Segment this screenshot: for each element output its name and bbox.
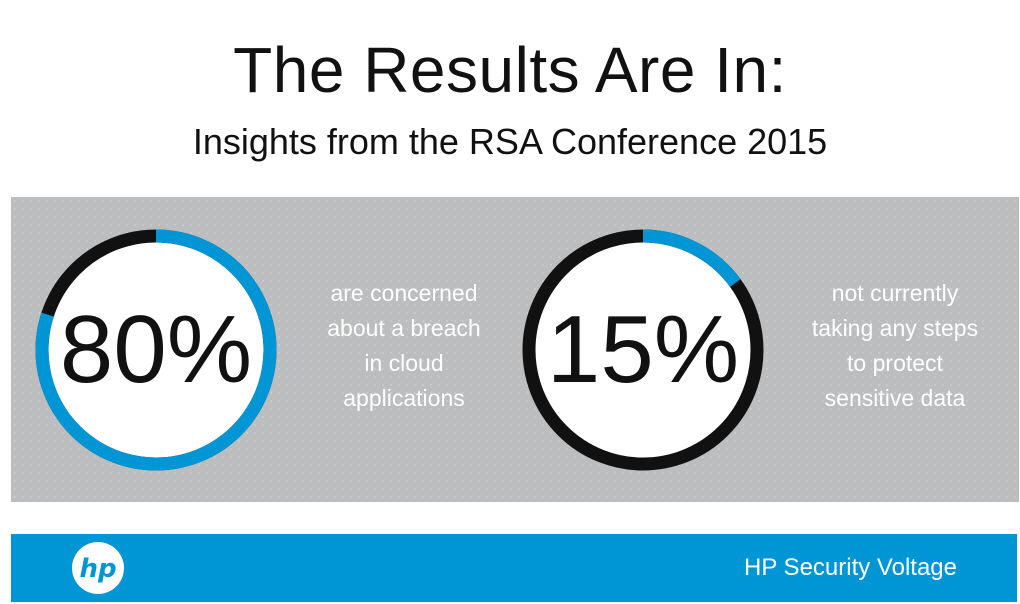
stat-description-line: in cloud [364, 350, 444, 376]
footer-bar: hp HP Security Voltage [11, 534, 1017, 602]
stat-description-80: are concerned about a breach in cloud ap… [299, 276, 509, 416]
progress-ring-80 [35, 229, 277, 471]
stat-description-line: about a breach [327, 315, 481, 341]
brand-name: HP Security Voltage [743, 554, 957, 581]
stat-value-15: 15% [546, 296, 740, 403]
stat-description-line: not currently [831, 280, 959, 306]
page-title: The Results Are In: [233, 34, 787, 106]
stat-description-line: sensitive data [824, 385, 966, 411]
stat-description-line: are concerned [330, 280, 478, 306]
hp-logo-icon: hp [72, 542, 124, 594]
page-subtitle: Insights from the RSA Conference 2015 [192, 121, 828, 162]
stat-description-15: not currently taking any steps to protec… [790, 276, 1000, 416]
progress-ring-15 [522, 229, 764, 471]
stat-description-line: to protect [847, 350, 943, 376]
stat-value-80: 80% [59, 296, 253, 403]
stats-panel: 80% are concerned about a breach in clou… [11, 197, 1019, 502]
svg-text:hp: hp [79, 554, 116, 584]
stat-description-line: applications [343, 385, 465, 411]
stat-description-line: taking any steps [811, 315, 979, 341]
